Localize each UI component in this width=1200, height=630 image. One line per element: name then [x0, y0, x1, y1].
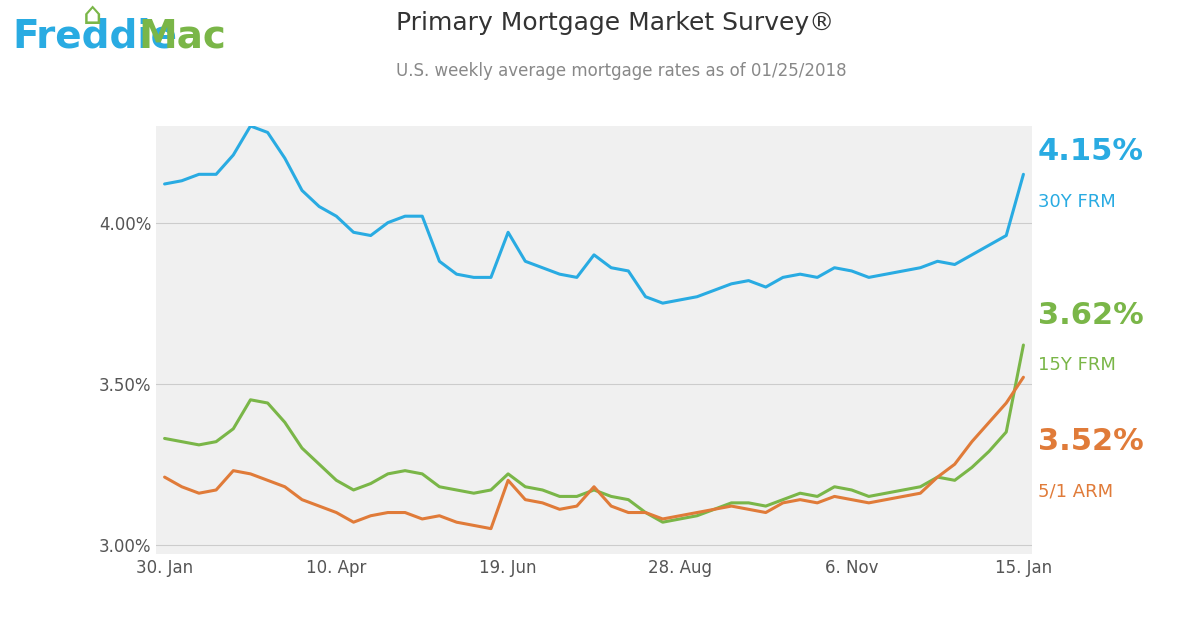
Text: 15Y FRM: 15Y FRM: [1038, 357, 1116, 374]
Text: Primary Mortgage Market Survey®: Primary Mortgage Market Survey®: [396, 11, 834, 35]
Text: 4.15%: 4.15%: [1038, 137, 1144, 166]
Text: Mac: Mac: [138, 17, 226, 55]
Text: U.S. weekly average mortgage rates as of 01/25/2018: U.S. weekly average mortgage rates as of…: [396, 62, 847, 81]
Text: 3.52%: 3.52%: [1038, 427, 1144, 455]
Text: Freddie: Freddie: [12, 17, 178, 55]
Text: 3.62%: 3.62%: [1038, 301, 1144, 329]
Text: 30Y FRM: 30Y FRM: [1038, 193, 1116, 210]
Text: 5/1 ARM: 5/1 ARM: [1038, 483, 1114, 500]
Text: ⌂: ⌂: [83, 1, 102, 30]
